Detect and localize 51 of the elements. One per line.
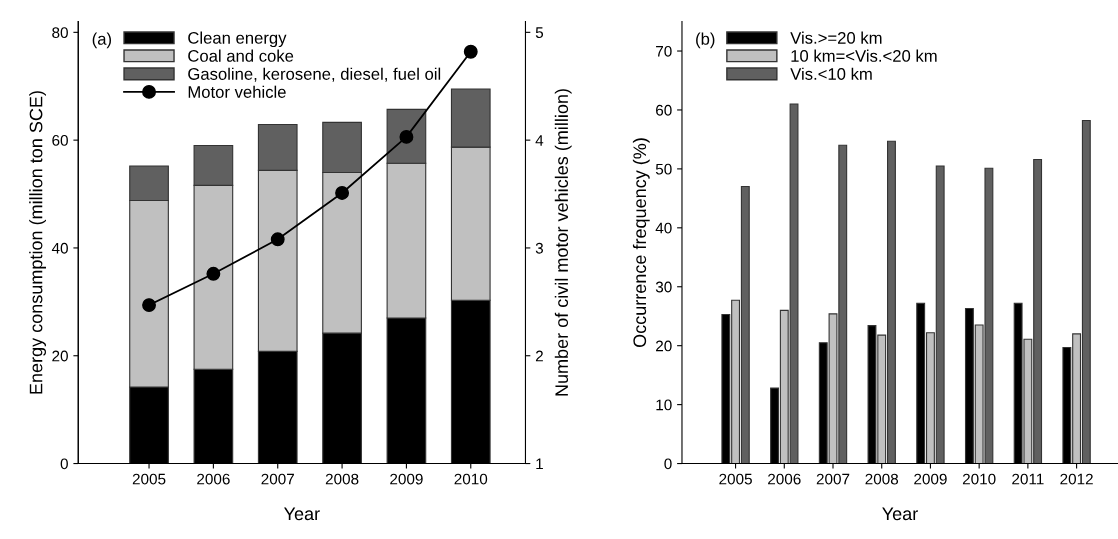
y2-tick-label: 1 <box>536 458 543 470</box>
legend-label: Motor vehicle <box>188 85 286 98</box>
x-tick-label: 2007 <box>261 473 294 485</box>
x-axis-title: Year <box>284 507 320 521</box>
y2-tick-label: 2 <box>535 350 543 362</box>
legend-label: Coal and coke <box>188 49 294 62</box>
x-tick-label: 2008 <box>865 473 899 485</box>
legend-label: Clean energy <box>188 31 287 48</box>
y-tick-label: 40 <box>51 242 68 254</box>
x-tick-label: 2007 <box>816 473 850 485</box>
point <box>206 266 221 281</box>
y-axis-title: Occurrence frequency (%) <box>632 138 650 348</box>
x-tick-label: 2009 <box>914 473 947 485</box>
y-tick-label: 20 <box>52 350 68 362</box>
x-tick-label: 2005 <box>132 473 166 485</box>
point <box>270 232 285 247</box>
y-tick-label: 80 <box>52 27 68 39</box>
x-tick-label: 2008 <box>325 473 359 485</box>
legend-label: Vis.>=20 km <box>790 31 882 44</box>
legend-label: 10 km=<Vis.<20 km <box>791 49 937 62</box>
y-tick-label: 0 <box>60 458 68 470</box>
x-tick-label: 2010 <box>454 473 488 485</box>
y-tick-label: 70 <box>656 45 672 57</box>
point <box>335 186 350 200</box>
y-tick-label: 60 <box>52 135 68 146</box>
x-tick-label: 2006 <box>768 473 801 485</box>
point <box>463 44 478 59</box>
y2-tick-label: 5 <box>535 27 544 39</box>
annotation: (b) <box>696 32 715 49</box>
y2-axis-title: Number of civil motor vehicles (million) <box>554 89 572 396</box>
x-tick-label: 2012 <box>1060 473 1093 485</box>
y-tick-label: 60 <box>656 104 672 116</box>
y2-tick-label: 4 <box>535 135 544 146</box>
y-tick-label: 30 <box>655 281 672 293</box>
x-tick-label: 2009 <box>390 473 423 485</box>
x-tick-label: 2005 <box>719 473 752 485</box>
y-tick-label: 0 <box>664 458 672 470</box>
y-tick-label: 50 <box>655 163 672 175</box>
x-tick-label: 2006 <box>197 473 230 485</box>
x-tick-label: 2010 <box>962 473 996 485</box>
annotation: (a) <box>92 32 112 49</box>
y-tick-label: 40 <box>655 222 672 234</box>
point <box>142 298 156 313</box>
x-axis-title: Year <box>882 507 918 521</box>
y-tick-label: 20 <box>656 340 672 352</box>
y-axis-title: Energy consumption (million ton SCE) <box>29 91 46 394</box>
legend-label: Gasoline, kerosene, diesel, fuel oil <box>188 67 441 82</box>
y2-tick-label: 3 <box>535 242 544 254</box>
y-tick-label: 10 <box>656 399 672 411</box>
x-tick-label: 2011 <box>1012 473 1044 485</box>
legend-label: Vis.<10 km <box>790 67 872 80</box>
